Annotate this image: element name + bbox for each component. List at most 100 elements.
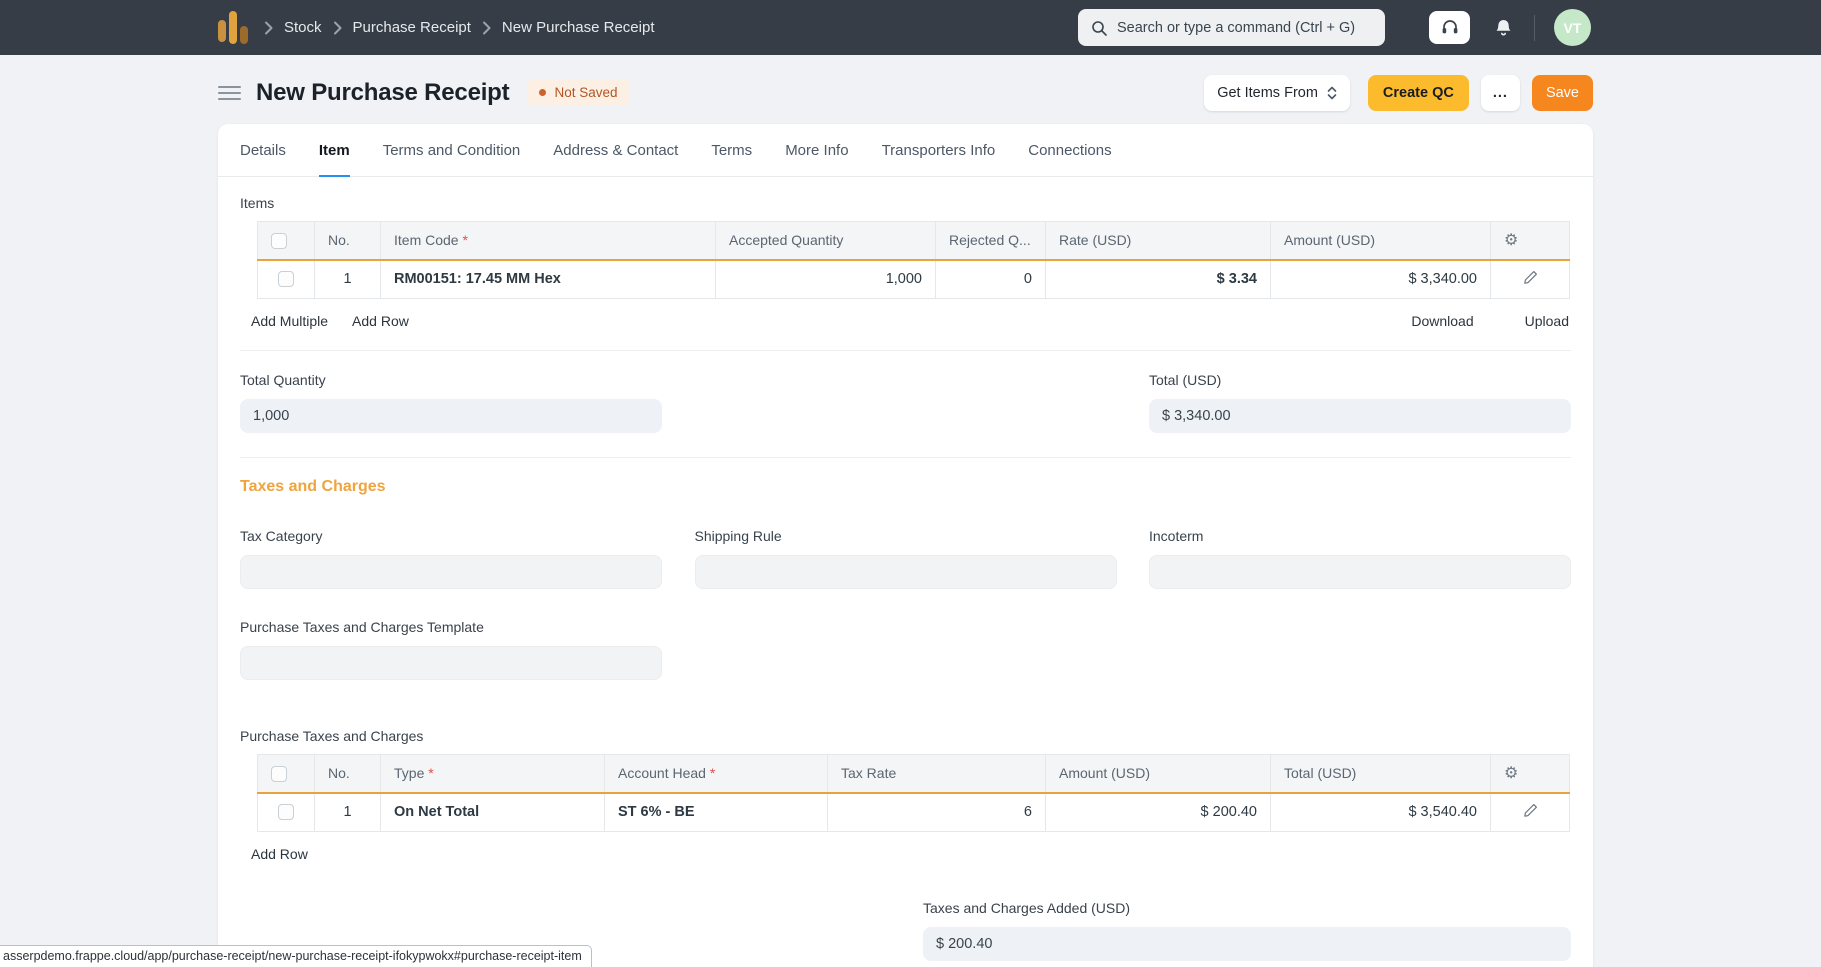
get-items-from-button[interactable]: Get Items From [1204, 74, 1350, 111]
cell-total[interactable]: $ 3,540.40 [1270, 791, 1491, 832]
status-badge: Not Saved [527, 79, 630, 106]
cell-rate[interactable]: $ 3.34 [1045, 258, 1271, 299]
taxes-template-input[interactable] [240, 646, 662, 680]
tab-transporters-info[interactable]: Transporters Info [881, 141, 996, 159]
get-items-from-label: Get Items From [1217, 84, 1318, 101]
cell-amount[interactable]: $ 200.40 [1045, 791, 1271, 832]
row-checkbox[interactable] [278, 804, 294, 821]
purchase-taxes-table-label: Purchase Taxes and Charges [240, 728, 424, 744]
cell-tax-rate[interactable]: 6 [827, 791, 1046, 832]
taxes-added-label: Taxes and Charges Added (USD) [923, 900, 1130, 916]
cell-rejected-qty[interactable]: 0 [935, 258, 1046, 299]
col-header-rate: Rate (USD) [1045, 221, 1271, 260]
shipping-rule-input[interactable] [694, 555, 1117, 589]
page-header: New Purchase Receipt Not Saved Get Items… [218, 74, 1593, 111]
purchase-taxes-row[interactable]: 1 On Net Total ST 6% - BE 6 $ 200.40 $ 3… [257, 791, 1570, 832]
cell-account-head[interactable]: ST 6% - BE [604, 791, 828, 832]
tab-item[interactable]: Item [318, 124, 350, 177]
col-header-accepted-qty: Accepted Quantity [715, 221, 936, 260]
required-marker: * [462, 232, 468, 249]
tab-details[interactable]: Details [240, 141, 286, 159]
col-header-amount: Amount (USD) [1270, 221, 1491, 260]
col-header-rejected-qty: Rejected Q... [935, 221, 1046, 260]
cell-item-code[interactable]: RM00151: 17.45 MM Hex [380, 258, 716, 299]
add-multiple-button[interactable]: Add Multiple [251, 313, 329, 329]
col-header-item-code: Item Code * [380, 221, 716, 260]
taxes-section-heading: Taxes and Charges [240, 478, 386, 495]
breadcrumb-stock[interactable]: Stock [284, 19, 322, 36]
items-table-actions: Add Multiple Add Row Download Upload [251, 313, 1571, 329]
status-badge-label: Not Saved [554, 85, 618, 100]
add-row-button[interactable]: Add Row [251, 846, 308, 862]
taxes-summary-row: Taxes and Charges Added (USD) $ 200.40 T… [240, 900, 1571, 967]
taxes-added-field: $ 200.40 [923, 927, 1571, 961]
col-header-total: Total (USD) [1270, 754, 1491, 793]
purchase-taxes-actions: Add Row [251, 846, 1571, 862]
grid-settings-gear-icon[interactable]: ⚙ [1504, 232, 1519, 250]
grid-settings-gear-icon[interactable]: ⚙ [1504, 765, 1519, 783]
headset-icon [1441, 19, 1459, 36]
add-row-button[interactable]: Add Row [352, 313, 409, 329]
tab-more-info[interactable]: More Info [785, 141, 849, 159]
taxes-template-label: Purchase Taxes and Charges Template [240, 619, 484, 635]
tax-category-input[interactable] [240, 555, 662, 589]
select-all-checkbox[interactable] [271, 765, 287, 782]
upload-button[interactable]: Upload [1524, 313, 1569, 329]
cell-accepted-qty[interactable]: 1,000 [715, 258, 936, 299]
breadcrumb-new-purchase-receipt[interactable]: New Purchase Receipt [501, 19, 655, 36]
bell-icon [1494, 18, 1513, 38]
chevron-right-icon [333, 21, 342, 35]
template-field-wrap: Purchase Taxes and Charges Template [240, 619, 662, 680]
section-divider [240, 457, 1571, 458]
tab-terms[interactable]: Terms [711, 141, 753, 159]
col-header-no: No. [314, 754, 381, 793]
download-button[interactable]: Download [1411, 313, 1474, 329]
total-usd-field: $ 3,340.00 [1149, 399, 1571, 433]
page-title: New Purchase Receipt [256, 78, 510, 106]
app-logo-icon[interactable] [218, 11, 248, 44]
chevron-right-icon [264, 21, 273, 35]
link-preview-statusbar: asserpdemo.frappe.cloud/app/purchase-rec… [0, 945, 592, 967]
shipping-rule-label: Shipping Rule [694, 528, 782, 544]
cell-amount[interactable]: $ 3,340.00 [1270, 258, 1491, 299]
select-all-checkbox[interactable] [271, 232, 287, 249]
edit-row-pencil-icon[interactable] [1523, 270, 1538, 285]
col-header-type: Type * [380, 754, 605, 793]
items-section-label: Items [240, 195, 275, 211]
section-divider [240, 350, 1571, 351]
purchase-taxes-table: No. Type * Account Head * Tax Rate Amoun… [257, 754, 1570, 832]
sidebar-toggle-icon[interactable] [218, 83, 241, 103]
global-search[interactable] [1078, 9, 1385, 46]
incoterm-label: Incoterm [1149, 528, 1204, 544]
tab-terms-and-condition[interactable]: Terms and Condition [382, 141, 521, 159]
menu-ellipsis-button[interactable]: ... [1480, 74, 1520, 111]
form-tabs: Details Item Terms and Condition Address… [218, 124, 1593, 177]
user-avatar[interactable]: VT [1554, 9, 1591, 46]
col-header-amount: Amount (USD) [1045, 754, 1271, 793]
create-qc-button[interactable]: Create QC [1367, 74, 1469, 111]
tax-fields-row: Tax Category Shipping Rule Incoterm [240, 528, 1571, 589]
totals-row: Total Quantity 1,000 Total (USD) $ 3,340… [240, 372, 1571, 433]
notifications-button[interactable] [1494, 18, 1513, 38]
chevron-right-icon [482, 21, 491, 35]
items-table-row[interactable]: 1 RM00151: 17.45 MM Hex 1,000 0 $ 3.34 $… [257, 258, 1570, 299]
cell-type[interactable]: On Net Total [380, 791, 605, 832]
required-marker: * [709, 765, 716, 782]
help-headset-button[interactable] [1429, 11, 1470, 44]
search-icon [1091, 20, 1107, 36]
col-header-account-head: Account Head * [604, 754, 828, 793]
col-header-tax-rate: Tax Rate [827, 754, 1046, 793]
save-button[interactable]: Save [1531, 74, 1593, 111]
breadcrumb-purchase-receipt[interactable]: Purchase Receipt [352, 19, 471, 36]
status-dot-icon [539, 89, 547, 96]
form-card: Details Item Terms and Condition Address… [218, 124, 1593, 967]
total-usd-label: Total (USD) [1149, 372, 1222, 388]
row-checkbox[interactable] [278, 271, 294, 288]
tab-connections[interactable]: Connections [1028, 141, 1112, 159]
required-marker: * [428, 765, 434, 782]
search-input[interactable] [1117, 19, 1372, 36]
edit-row-pencil-icon[interactable] [1523, 803, 1538, 818]
tab-address-contact[interactable]: Address & Contact [553, 141, 679, 159]
cell-row-number: 1 [314, 791, 381, 832]
incoterm-input[interactable] [1149, 555, 1571, 589]
